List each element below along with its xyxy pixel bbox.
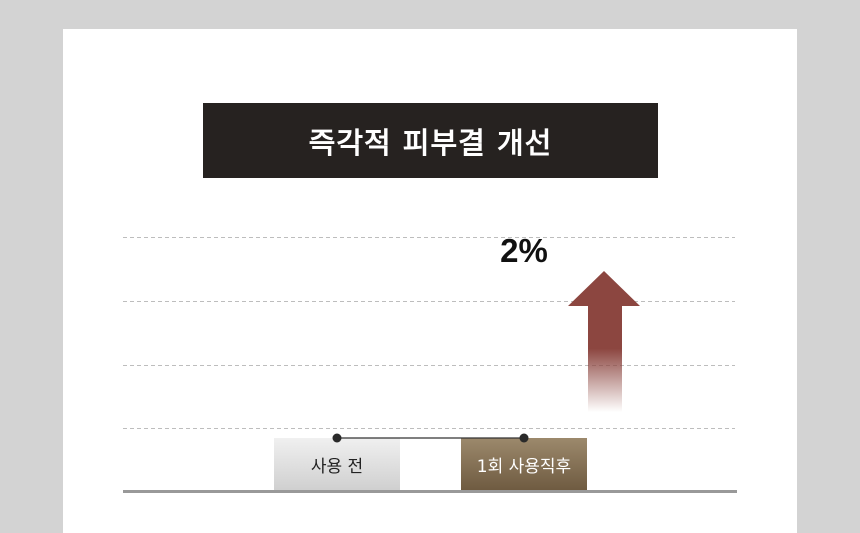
chart-title: 즉각적 피부결 개선 (203, 103, 658, 178)
bar-after (461, 438, 587, 491)
point-after (519, 433, 529, 443)
category-label-after: 1회 사용직후 (476, 457, 572, 477)
category-label-before: 사용 전 (310, 457, 364, 477)
increase-annotation: 2% (500, 232, 548, 269)
up-arrow-icon (568, 271, 640, 412)
point-before (332, 433, 342, 443)
bar-before (274, 438, 400, 491)
